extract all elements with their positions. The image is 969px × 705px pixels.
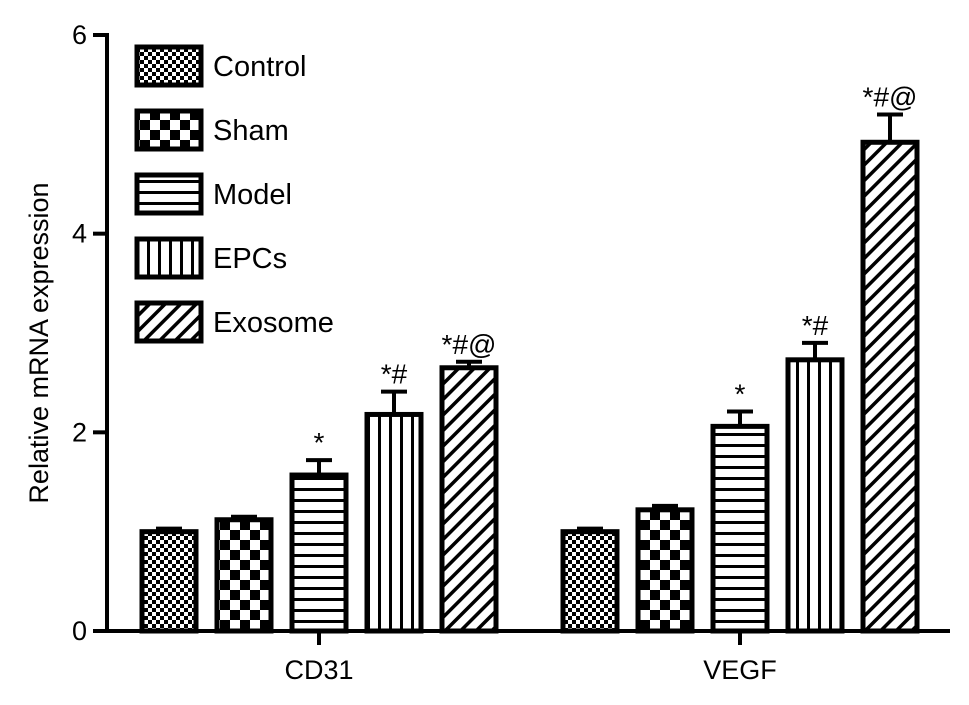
- significance-label: *#: [381, 359, 408, 390]
- legend-swatch: [134, 108, 204, 152]
- bar: [635, 507, 695, 634]
- y-tick-label: 4: [72, 219, 87, 249]
- bar: [214, 517, 274, 634]
- legend-swatch: [134, 172, 204, 216]
- legend-label: Model: [213, 179, 292, 211]
- bar: [139, 529, 199, 634]
- legend-swatch: [134, 236, 204, 280]
- bar: [785, 357, 845, 634]
- significance-label: *: [735, 378, 746, 409]
- bar: [560, 529, 620, 634]
- legend-label: Control: [213, 51, 307, 83]
- legend-swatch: [134, 300, 204, 344]
- legend-label: Sham: [213, 115, 289, 147]
- y-tick-label: 6: [72, 20, 87, 50]
- significance-label: *#: [802, 310, 829, 341]
- legend: Control Sham Model EPCs Exosome: [134, 44, 334, 344]
- y-axis-title: Relative mRNA expression: [24, 182, 54, 503]
- x-tick-label: VEGF: [703, 655, 777, 685]
- significance-label: *#@: [863, 81, 918, 112]
- significance-label: *#@: [442, 329, 497, 360]
- legend-swatch: [134, 44, 204, 88]
- bar: [860, 139, 920, 634]
- legend-label: EPCs: [213, 243, 287, 275]
- significance-label: *: [314, 427, 325, 458]
- bars: * *# *#@ * *# *#@: [139, 81, 920, 634]
- x-tick-label: CD31: [284, 655, 353, 685]
- bar: [710, 423, 770, 634]
- y-tick-label: 2: [72, 417, 87, 447]
- bar: [289, 472, 349, 634]
- bar: [364, 411, 424, 634]
- legend-label: Exosome: [213, 307, 334, 339]
- y-tick-label: 0: [72, 616, 87, 646]
- bar: [439, 365, 499, 634]
